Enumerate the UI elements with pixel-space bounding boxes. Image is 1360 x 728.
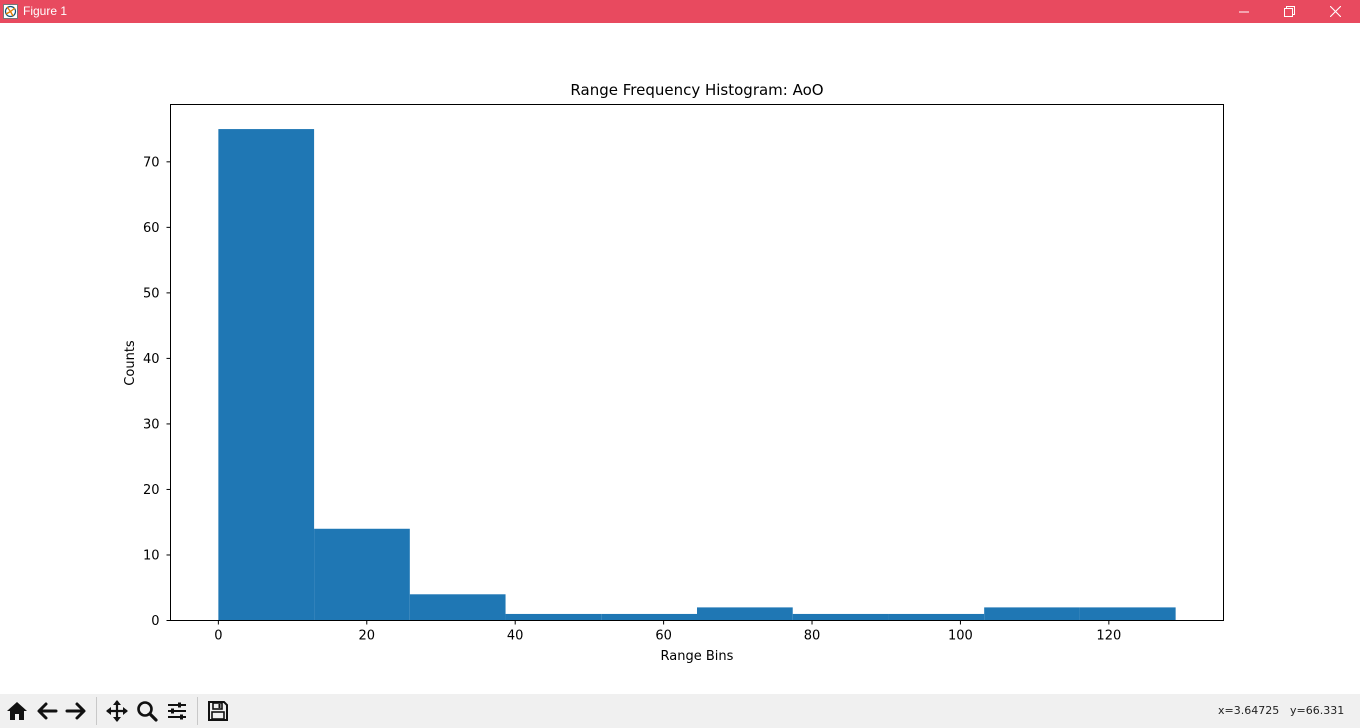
toolbar-separator — [96, 697, 97, 725]
arrow-left-icon — [37, 702, 58, 720]
window-title: Figure 1 — [23, 4, 68, 18]
y-tick-label: 20 — [143, 483, 160, 498]
save-button[interactable] — [204, 696, 232, 726]
window-titlebar: Figure 1 — [0, 0, 1360, 23]
y-tick-label: 30 — [143, 417, 160, 432]
y-tick-label: 0 — [151, 614, 159, 629]
y-tick-label: 50 — [143, 286, 160, 301]
minimize-button[interactable] — [1221, 0, 1267, 23]
histogram-bar — [601, 613, 697, 621]
subplots-button[interactable] — [163, 696, 191, 726]
x-tick-label: 60 — [655, 629, 672, 644]
restore-button[interactable] — [1266, 0, 1312, 23]
x-tick-label: 80 — [804, 629, 821, 644]
x-tick-label: 120 — [1096, 629, 1121, 644]
pan-button[interactable] — [103, 696, 131, 726]
minimize-icon — [1239, 11, 1249, 12]
close-button[interactable] — [1312, 0, 1358, 23]
x-axis-label: Range Bins — [661, 649, 734, 664]
y-tick-label: 10 — [143, 548, 160, 563]
zoom-icon — [137, 701, 158, 722]
y-tick-label: 60 — [143, 221, 160, 236]
cursor-x-readout: x=3.64725 — [1218, 704, 1280, 717]
chart-title: Range Frequency Histogram: AoO — [570, 81, 823, 99]
toolbar-separator — [197, 697, 198, 725]
sliders-icon — [168, 702, 186, 720]
y-axis-label: Counts — [123, 340, 138, 386]
navigation-toolbar: x=3.64725 y=66.331 — [0, 694, 1360, 728]
y-tick-label: 70 — [143, 155, 160, 170]
histogram-bar — [314, 528, 410, 621]
histogram-bar — [984, 607, 1080, 621]
zoom-button[interactable] — [133, 696, 161, 726]
x-tick-label: 20 — [359, 629, 376, 644]
forward-button[interactable] — [62, 696, 90, 726]
histogram-bar — [888, 613, 985, 621]
histogram-bar — [505, 613, 602, 621]
histogram-bar — [409, 594, 506, 621]
x-tick-label: 100 — [948, 629, 973, 644]
home-icon — [7, 702, 27, 720]
move-icon — [106, 700, 128, 722]
x-tick-label: 40 — [507, 629, 524, 644]
x-tick-label: 0 — [214, 629, 222, 644]
back-button[interactable] — [33, 696, 61, 726]
y-tick-label: 40 — [143, 352, 160, 367]
histogram-bar — [218, 129, 315, 621]
arrow-right-icon — [65, 702, 86, 720]
histogram-bar — [697, 607, 793, 621]
histogram-bar — [1079, 607, 1176, 621]
histogram-chart: 0 20 40 60 80 100 120 0 10 20 30 40 50 60 70 Range Fr… — [123, 81, 1224, 664]
home-button[interactable] — [3, 696, 31, 726]
histogram-bar — [792, 613, 889, 621]
cursor-y-readout: y=66.331 — [1290, 704, 1345, 717]
save-icon — [208, 701, 228, 721]
close-icon — [1329, 6, 1341, 17]
axes-frame — [170, 104, 1224, 621]
restore-icon — [1283, 6, 1295, 17]
matplotlib-app-icon — [3, 4, 18, 19]
figure-canvas[interactable]: 0 20 40 60 80 100 120 0 10 20 30 40 50 60 70 Range Fr… — [0, 23, 1360, 694]
